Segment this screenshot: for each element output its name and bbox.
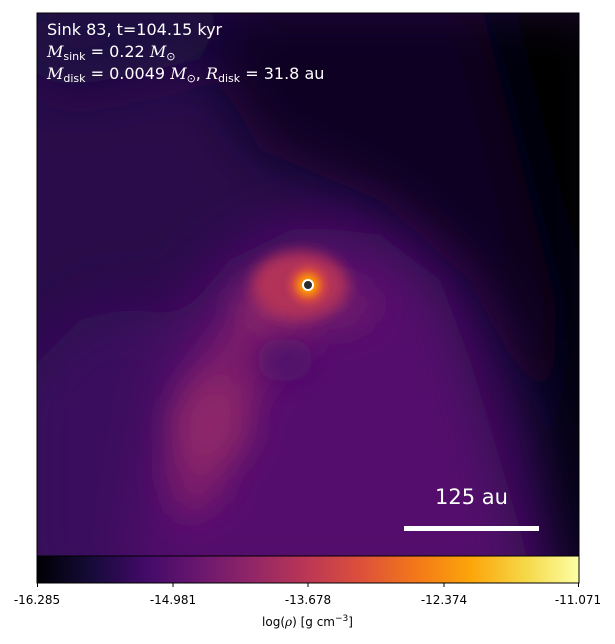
sink-marker	[302, 279, 314, 291]
colorbar-tick-label: -14.981	[149, 593, 197, 607]
colorbar	[36, 555, 580, 584]
annotation-disk-properties: Mdisk = 0.0049 M⊙, Rdisk = 31.8 au	[47, 64, 325, 85]
annotation-sink-mass: Msink = 0.22 M⊙	[47, 42, 176, 63]
scale-bar-label: 125 au	[435, 485, 508, 509]
colorbar-ticks	[37, 583, 579, 587]
annotation-title: Sink 83, t=104.15 kyr	[47, 20, 223, 39]
colorbar-tick-label: -16.285	[13, 593, 61, 607]
scale-bar	[404, 526, 539, 531]
colorbar-tick-label: -13.678	[284, 593, 332, 607]
colorbar-tick-label: -12.374	[420, 593, 468, 607]
colorbar-label: log(ρ) [g cm−3]	[262, 614, 353, 629]
density-map	[37, 13, 579, 556]
colorbar-tick-label: -11.071	[554, 593, 602, 607]
